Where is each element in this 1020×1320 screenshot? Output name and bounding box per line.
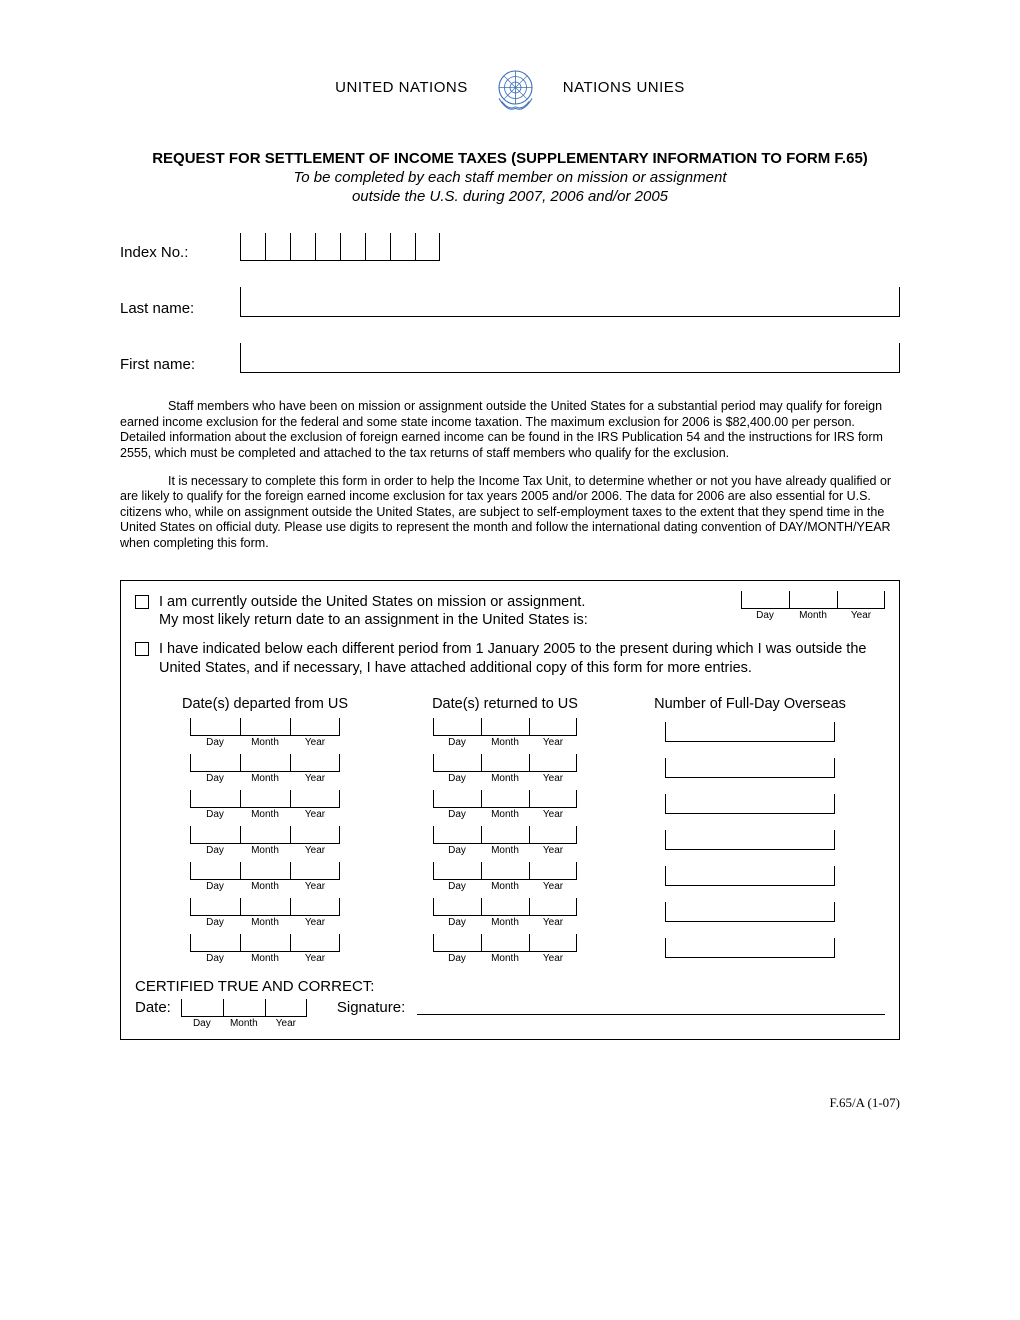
day-label: Day	[741, 610, 789, 621]
col-header-departed: Date(s) departed from US	[135, 696, 395, 712]
letterhead: UNITED NATIONS NATIONS UNIES	[120, 60, 900, 115]
overseas-days-input[interactable]	[665, 722, 835, 742]
first-name-input[interactable]	[240, 343, 900, 373]
date-input[interactable]: Day Month Year	[190, 754, 340, 784]
date-input[interactable]: Day Month Year	[190, 898, 340, 928]
signature-line[interactable]	[417, 1001, 885, 1015]
overseas-days-input[interactable]	[665, 902, 835, 922]
date-input[interactable]: Day Month Year	[190, 862, 340, 892]
date-input[interactable]: Day Month Year	[433, 754, 577, 784]
overseas-days-input[interactable]	[665, 758, 835, 778]
checkbox-outside-us[interactable]	[135, 595, 149, 609]
date-input[interactable]: Day Month Year	[433, 934, 577, 964]
index-no-row: Index No.:	[120, 233, 900, 261]
date-input[interactable]: Day Month Year	[433, 826, 577, 856]
year-label: Year	[837, 610, 885, 621]
travel-entry-row: Day Month Year Day Month Year	[135, 934, 885, 964]
travel-entry-row: Day Month Year Day Month Year	[135, 754, 885, 784]
col-header-returned: Date(s) returned to US	[395, 696, 615, 712]
travel-entry-row: Day Month Year Day Month Year	[135, 862, 885, 892]
org-right: NATIONS UNIES	[563, 79, 685, 96]
travel-entry-row: Day Month Year Day Month Year	[135, 826, 885, 856]
overseas-days-input[interactable]	[665, 938, 835, 958]
form-title: REQUEST FOR SETTLEMENT OF INCOME TAXES (…	[120, 150, 900, 167]
month-label: Month	[789, 610, 837, 621]
date-input[interactable]: Day Month Year	[190, 718, 340, 748]
index-no-input[interactable]	[240, 233, 440, 261]
form-subtitle-1: To be completed by each staff member on …	[120, 169, 900, 186]
last-name-input[interactable]	[240, 287, 900, 317]
overseas-days-input[interactable]	[665, 866, 835, 886]
date-input[interactable]: Day Month Year	[433, 718, 577, 748]
first-name-row: First name:	[120, 343, 900, 373]
date-input[interactable]: Day Month Year	[190, 826, 340, 856]
checkbox-1-line1: I am currently outside the United States…	[159, 594, 585, 610]
date-input[interactable]: Day Month Year	[190, 790, 340, 820]
paragraph-2: It is necessary to complete this form in…	[120, 474, 900, 552]
paragraph-1: Staff members who have been on mission o…	[120, 399, 900, 462]
last-name-row: Last name:	[120, 287, 900, 317]
certification-label: CERTIFIED TRUE AND CORRECT:	[135, 978, 885, 995]
certification-date-input[interactable]: Day Month Year	[181, 999, 307, 1029]
index-no-label: Index No.:	[120, 244, 240, 261]
declaration-box: I am currently outside the United States…	[120, 580, 900, 1040]
travel-entry-row: Day Month Year Day Month Year	[135, 718, 885, 748]
form-code: F.65/A (1-07)	[120, 1095, 900, 1111]
org-left: UNITED NATIONS	[335, 79, 468, 96]
first-name-label: First name:	[120, 356, 240, 373]
date-input[interactable]: Day Month Year	[433, 862, 577, 892]
checkbox-2-text: I have indicated below each different pe…	[159, 640, 885, 678]
date-input[interactable]: Day Month Year	[190, 934, 340, 964]
checkbox-periods-indicated[interactable]	[135, 642, 149, 656]
overseas-days-input[interactable]	[665, 794, 835, 814]
travel-entry-row: Day Month Year Day Month Year	[135, 898, 885, 928]
date-input[interactable]: Day Month Year	[433, 790, 577, 820]
checkbox-1-line2: My most likely return date to an assignm…	[159, 612, 588, 628]
year-label: Year	[265, 1018, 307, 1029]
return-date-input[interactable]: Day Month Year	[741, 591, 885, 621]
overseas-days-input[interactable]	[665, 830, 835, 850]
travel-entry-row: Day Month Year Day Month Year	[135, 790, 885, 820]
day-label: Day	[181, 1018, 223, 1029]
date-input[interactable]: Day Month Year	[433, 898, 577, 928]
form-subtitle-2: outside the U.S. during 2007, 2006 and/o…	[120, 188, 900, 205]
checkbox-1-text: I am currently outside the United States…	[159, 593, 731, 631]
last-name-label: Last name:	[120, 300, 240, 317]
signature-label: Signature:	[337, 999, 405, 1016]
month-label: Month	[223, 1018, 265, 1029]
un-emblem-icon	[488, 60, 543, 115]
date-label: Date:	[135, 999, 171, 1016]
col-header-overseas-days: Number of Full-Day Overseas	[615, 696, 885, 712]
